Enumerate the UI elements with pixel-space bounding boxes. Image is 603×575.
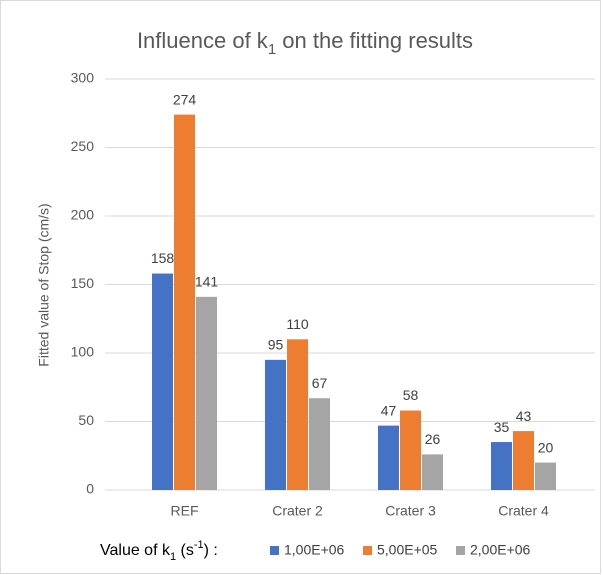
data-label: 35 <box>494 419 510 435</box>
bar <box>422 454 443 490</box>
data-label: 158 <box>151 250 175 266</box>
data-label: 20 <box>538 439 554 455</box>
data-label: 43 <box>516 408 532 424</box>
y-tick-label: 100 <box>71 344 95 360</box>
data-label: 26 <box>425 431 441 447</box>
title-part: 1 <box>268 41 276 58</box>
bar <box>174 114 195 491</box>
y-tick-label: 50 <box>78 412 94 428</box>
data-label: 47 <box>381 402 397 418</box>
bar <box>491 442 512 490</box>
legend-title-part: ) : <box>204 542 218 559</box>
legend-swatch <box>363 546 372 555</box>
data-label: 58 <box>403 387 419 403</box>
y-tick-label: 150 <box>71 275 95 291</box>
legend-title: Value of k1 (s-1) : <box>100 539 218 563</box>
title-part: Influence of k <box>137 28 269 53</box>
y-tick-label: 200 <box>71 207 95 223</box>
bar <box>378 425 399 490</box>
x-tick-label: Crater 2 <box>272 503 323 519</box>
chart-title: Influence of k1 on the fitting results <box>137 28 473 59</box>
title-part: on the fitting results <box>276 28 473 53</box>
legend-title-part: 1 <box>170 551 176 563</box>
legend-swatch <box>270 546 279 555</box>
bar <box>535 462 556 490</box>
bar <box>309 398 330 490</box>
legend-title-part: (s <box>176 542 194 559</box>
bar <box>196 296 217 490</box>
data-label: 67 <box>312 375 328 391</box>
data-label: 274 <box>173 91 197 107</box>
legend-label: 5,00E+05 <box>377 542 438 558</box>
legend-title-part: -1 <box>194 539 204 551</box>
legend-label: 2,00E+06 <box>470 542 531 558</box>
bar <box>400 410 421 490</box>
bar <box>287 339 308 490</box>
bar <box>265 359 286 490</box>
data-label: 110 <box>286 316 309 332</box>
legend-title-part: Value of k <box>100 542 171 559</box>
y-tick-label: 250 <box>71 138 95 154</box>
x-tick-label: REF <box>171 503 199 519</box>
data-label: 141 <box>195 274 219 290</box>
data-label: 95 <box>268 337 284 353</box>
legend-swatch <box>456 546 465 555</box>
bar <box>513 431 534 490</box>
x-tick-label: Crater 3 <box>385 503 436 519</box>
y-axis-label: Fitted value of Stop (cm/s) <box>36 203 52 366</box>
x-tick-label: Crater 4 <box>498 503 549 519</box>
bar <box>152 273 173 490</box>
legend-label: 1,00E+06 <box>284 542 345 558</box>
y-tick-label: 0 <box>86 481 94 497</box>
y-tick-label: 300 <box>71 70 95 86</box>
